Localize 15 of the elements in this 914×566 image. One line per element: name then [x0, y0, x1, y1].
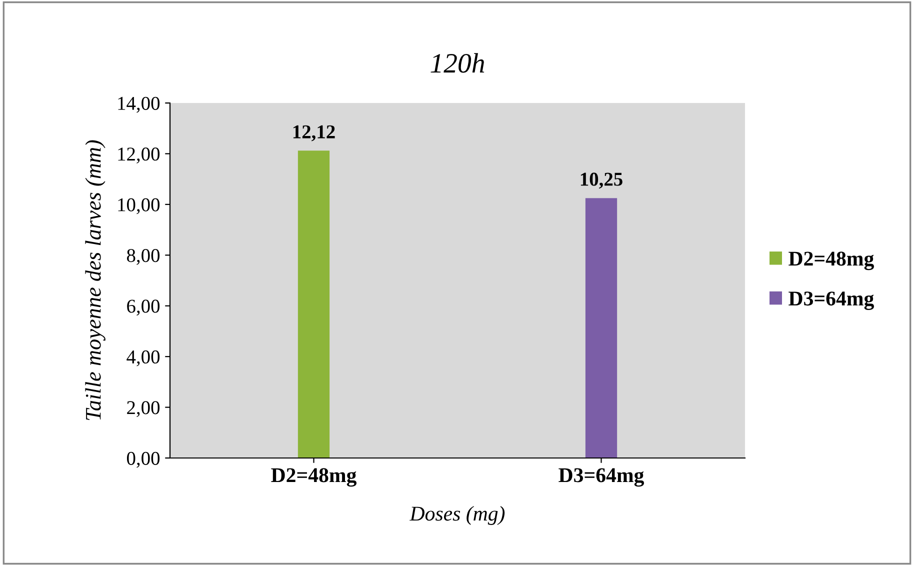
y-tick-label: 14,00: [118, 96, 160, 113]
y-tick-label: 6,00: [127, 300, 160, 316]
data-label: 12,12: [293, 125, 335, 142]
chart-title: 120h: [430, 53, 484, 73]
y-tick-label: 2,00: [127, 401, 160, 418]
legend-label: D3=64mg: [788, 292, 874, 310]
x-axis-title: Doses (mg): [410, 506, 505, 525]
y-tick-label: 12,00: [118, 148, 160, 164]
legend-label: D2=48mg: [788, 252, 874, 270]
y-axis-title: Taille moyenne des larves (mm): [85, 140, 106, 420]
y-tick-label: 0,00: [126, 452, 160, 468]
data-label: 10,25: [580, 172, 622, 189]
y-tick-label: 4,00: [126, 350, 160, 366]
y-tick-label: 8,00: [126, 248, 160, 265]
y-tick-label: 10,00: [118, 198, 160, 214]
